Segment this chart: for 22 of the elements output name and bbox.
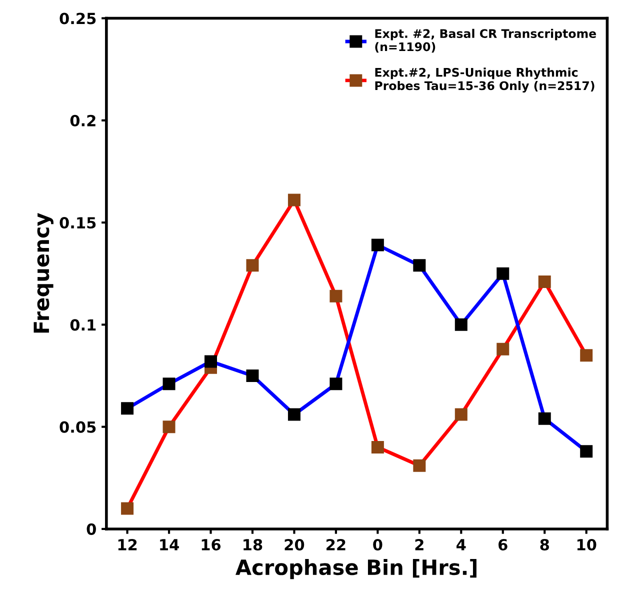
x-tick-label: 6 — [498, 538, 508, 551]
y-tick-label: 0.1 — [70, 319, 96, 331]
x-tick-label: 12 — [118, 538, 137, 550]
legend-label: Expt. #2, Basal CR Transcriptome (n=1190) — [375, 28, 596, 53]
legend-label: Expt.#2, LPS-Unique Rhythmic Probes Tau=15-36 Only (n=2517) — [375, 68, 594, 93]
x-tick-label: 4 — [456, 539, 466, 550]
y-tick-label: 0.15 — [60, 216, 96, 229]
x-tick-label: 8 — [540, 538, 549, 551]
y-axis-title: Frequency — [34, 213, 54, 333]
x-tick-label: 2 — [415, 538, 424, 550]
x-tick-label: 16 — [202, 538, 221, 551]
y-tick-label: 0.05 — [60, 421, 96, 433]
x-tick-label: 22 — [326, 538, 346, 550]
x-tick-label: 0 — [373, 538, 382, 551]
x-tick-label: 18 — [244, 538, 262, 551]
x-axis-title: Acrophase Bin [Hrs.] — [236, 559, 476, 580]
x-tick-label: 14 — [160, 539, 179, 550]
x-tick-label: 10 — [577, 538, 596, 551]
y-tick-label: 0 — [86, 523, 96, 535]
y-tick-label: 0.2 — [70, 114, 96, 126]
y-tick-label: 0.25 — [60, 12, 96, 24]
x-tick-label: 20 — [284, 538, 304, 551]
